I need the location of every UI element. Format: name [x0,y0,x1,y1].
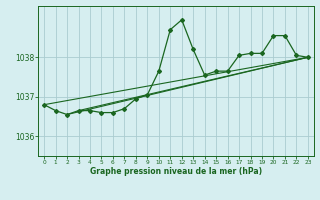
X-axis label: Graphe pression niveau de la mer (hPa): Graphe pression niveau de la mer (hPa) [90,167,262,176]
